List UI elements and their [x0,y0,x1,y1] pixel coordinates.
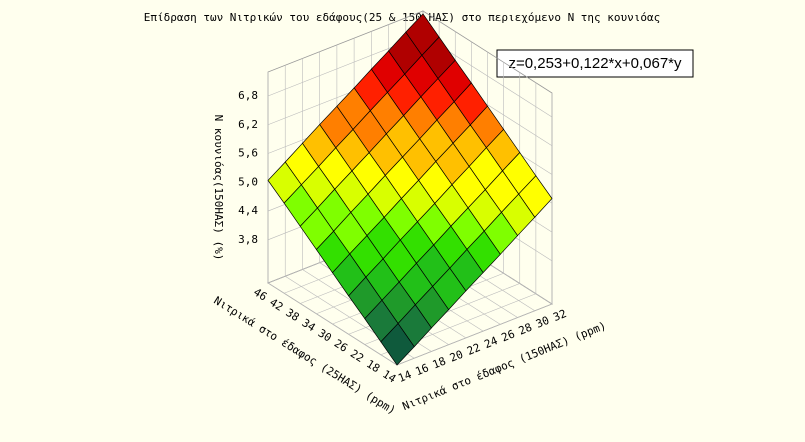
x-tick-label: 18 [431,354,448,371]
z-tick-label: 5,6 [238,147,258,160]
y-tick-label: 34 [300,316,318,334]
y-tick-label: 30 [316,327,334,345]
x-tick-label: 24 [482,334,500,351]
z-tick-label: 6,2 [238,118,258,131]
annotation-box [496,49,694,78]
z-tick-label: 3,8 [238,233,258,246]
x-tick-label: 30 [534,314,551,331]
x-tick-label: 16 [413,361,430,378]
z-tick-label: 6,8 [238,89,258,102]
y-tick-label: 38 [283,306,301,324]
y-tick-label: 22 [348,347,366,365]
x-tick-label: 32 [551,307,568,324]
chart-title: Επίδραση των Νιτρικών του εδάφους(25 & 1… [144,11,661,24]
z-tick-label: 5,0 [238,175,258,188]
y-tick-label: 42 [267,296,285,314]
annotation: z=0,253+0,122*x+0,067*y [508,55,682,72]
y-grid-line [396,303,553,366]
surface-cell [380,322,415,366]
x-tick-label: 14 [396,368,414,385]
z-tick-label: 4,4 [238,204,258,217]
y-tick-label: 18 [364,357,382,375]
x-tick-label: 22 [465,341,482,358]
x-tick-label: 20 [448,348,465,365]
x-tick-label: 26 [500,327,517,344]
y-tick-label: 46 [251,286,269,304]
z-axis-label: N κουνιόας(150ΗΑΣ) (%) [212,115,225,261]
y-tick-label: 14 [380,368,398,386]
y-tick-label: 26 [332,337,350,355]
x-tick-label: 28 [517,321,534,338]
